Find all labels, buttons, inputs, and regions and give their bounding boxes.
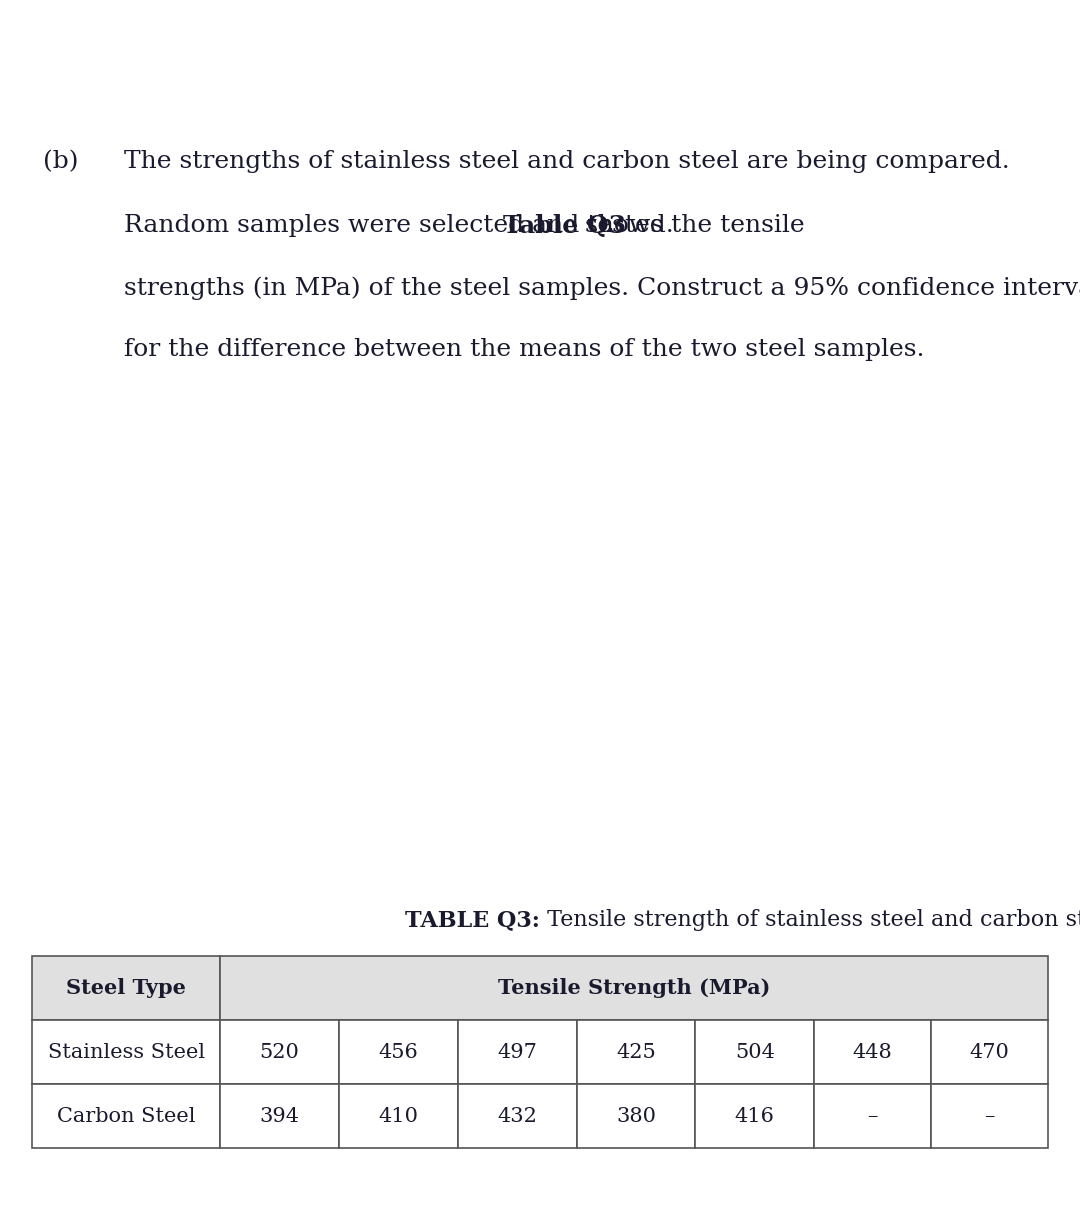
Bar xyxy=(577,1020,696,1084)
Bar xyxy=(220,1020,339,1084)
Bar xyxy=(458,1084,577,1148)
Text: 416: 416 xyxy=(734,1106,774,1126)
Text: –: – xyxy=(984,1106,995,1126)
Bar xyxy=(814,1020,931,1084)
Text: 504: 504 xyxy=(734,1043,774,1062)
Text: The strengths of stainless steel and carbon steel are being compared.: The strengths of stainless steel and car… xyxy=(124,150,1010,173)
Text: Steel Type: Steel Type xyxy=(66,979,186,998)
Text: Carbon Steel: Carbon Steel xyxy=(57,1106,195,1126)
Text: Stainless Steel: Stainless Steel xyxy=(48,1043,205,1062)
Bar xyxy=(931,1084,1048,1148)
Text: 380: 380 xyxy=(616,1106,656,1126)
Bar xyxy=(577,1084,696,1148)
Bar xyxy=(32,957,220,1020)
Bar xyxy=(32,1084,220,1148)
Bar xyxy=(458,1020,577,1084)
Text: Tensile strength of stainless steel and carbon steel: Tensile strength of stainless steel and … xyxy=(540,909,1080,931)
Text: 497: 497 xyxy=(497,1043,537,1062)
Text: 432: 432 xyxy=(497,1106,537,1126)
Bar xyxy=(339,1020,458,1084)
Text: TABLE Q3:: TABLE Q3: xyxy=(405,909,540,931)
Bar xyxy=(696,1020,814,1084)
Text: –: – xyxy=(867,1106,878,1126)
Text: for the difference between the means of the two steel samples.: for the difference between the means of … xyxy=(124,338,924,361)
Bar xyxy=(339,1084,458,1148)
Text: shows the tensile: shows the tensile xyxy=(577,214,805,237)
Text: 520: 520 xyxy=(259,1043,299,1062)
Text: 394: 394 xyxy=(259,1106,299,1126)
Bar xyxy=(931,1020,1048,1084)
Text: 470: 470 xyxy=(969,1043,1009,1062)
Bar xyxy=(220,957,1048,1020)
Text: Table Q3: Table Q3 xyxy=(503,214,626,237)
Text: Tensile Strength (MPa): Tensile Strength (MPa) xyxy=(498,979,770,998)
Text: (b): (b) xyxy=(43,150,79,173)
Bar xyxy=(220,1084,339,1148)
Text: 410: 410 xyxy=(378,1106,418,1126)
Text: Random samples were selected and tested.: Random samples were selected and tested. xyxy=(124,214,681,237)
Bar xyxy=(814,1084,931,1148)
Bar xyxy=(32,1020,220,1084)
Text: 448: 448 xyxy=(852,1043,892,1062)
Text: 456: 456 xyxy=(378,1043,418,1062)
Text: strengths (in MPa) of the steel samples. Construct a 95% confidence interval: strengths (in MPa) of the steel samples.… xyxy=(124,276,1080,301)
Bar xyxy=(696,1084,814,1148)
Text: 425: 425 xyxy=(616,1043,656,1062)
